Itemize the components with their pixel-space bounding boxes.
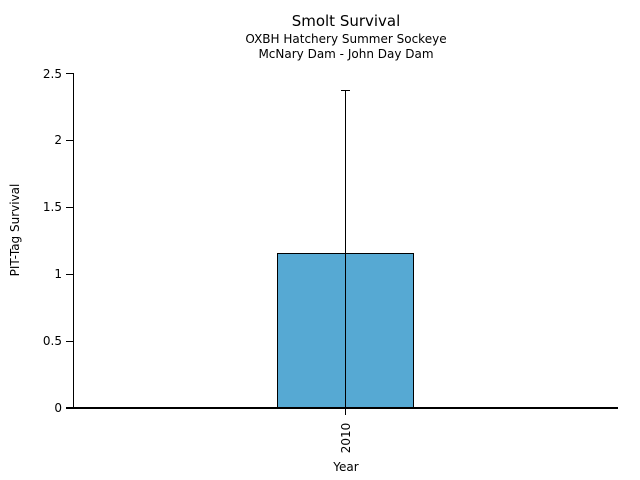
y-tick-label: 0 bbox=[54, 401, 62, 415]
chart-title: Smolt Survival bbox=[291, 12, 401, 30]
y-tick bbox=[66, 340, 74, 342]
chart-subtitle-species: OXBH Hatchery Summer Sockeye bbox=[245, 32, 447, 46]
y-tick-label: 2.5 bbox=[42, 66, 62, 81]
y-tick-label: 1.5 bbox=[42, 200, 62, 215]
x-tick-label: 2010 bbox=[338, 422, 353, 454]
error-bar-cap bbox=[341, 90, 350, 92]
y-tick bbox=[66, 139, 74, 141]
chart-subtitle-reach: McNary Dam - John Day Dam bbox=[258, 47, 434, 61]
y-tick-label: 0.5 bbox=[42, 334, 62, 349]
y-tick-label: 1 bbox=[54, 267, 62, 282]
y-tick bbox=[66, 72, 74, 75]
y-axis-spine bbox=[72, 73, 74, 410]
y-tick bbox=[66, 407, 74, 409]
y-tick bbox=[66, 273, 74, 275]
x-axis-spine bbox=[66, 407, 618, 409]
x-axis-title: Year bbox=[333, 460, 359, 474]
x-tick bbox=[344, 408, 347, 415]
error-bar-line bbox=[344, 90, 347, 408]
y-tick-label: 2 bbox=[54, 133, 62, 148]
y-tick bbox=[66, 206, 74, 208]
